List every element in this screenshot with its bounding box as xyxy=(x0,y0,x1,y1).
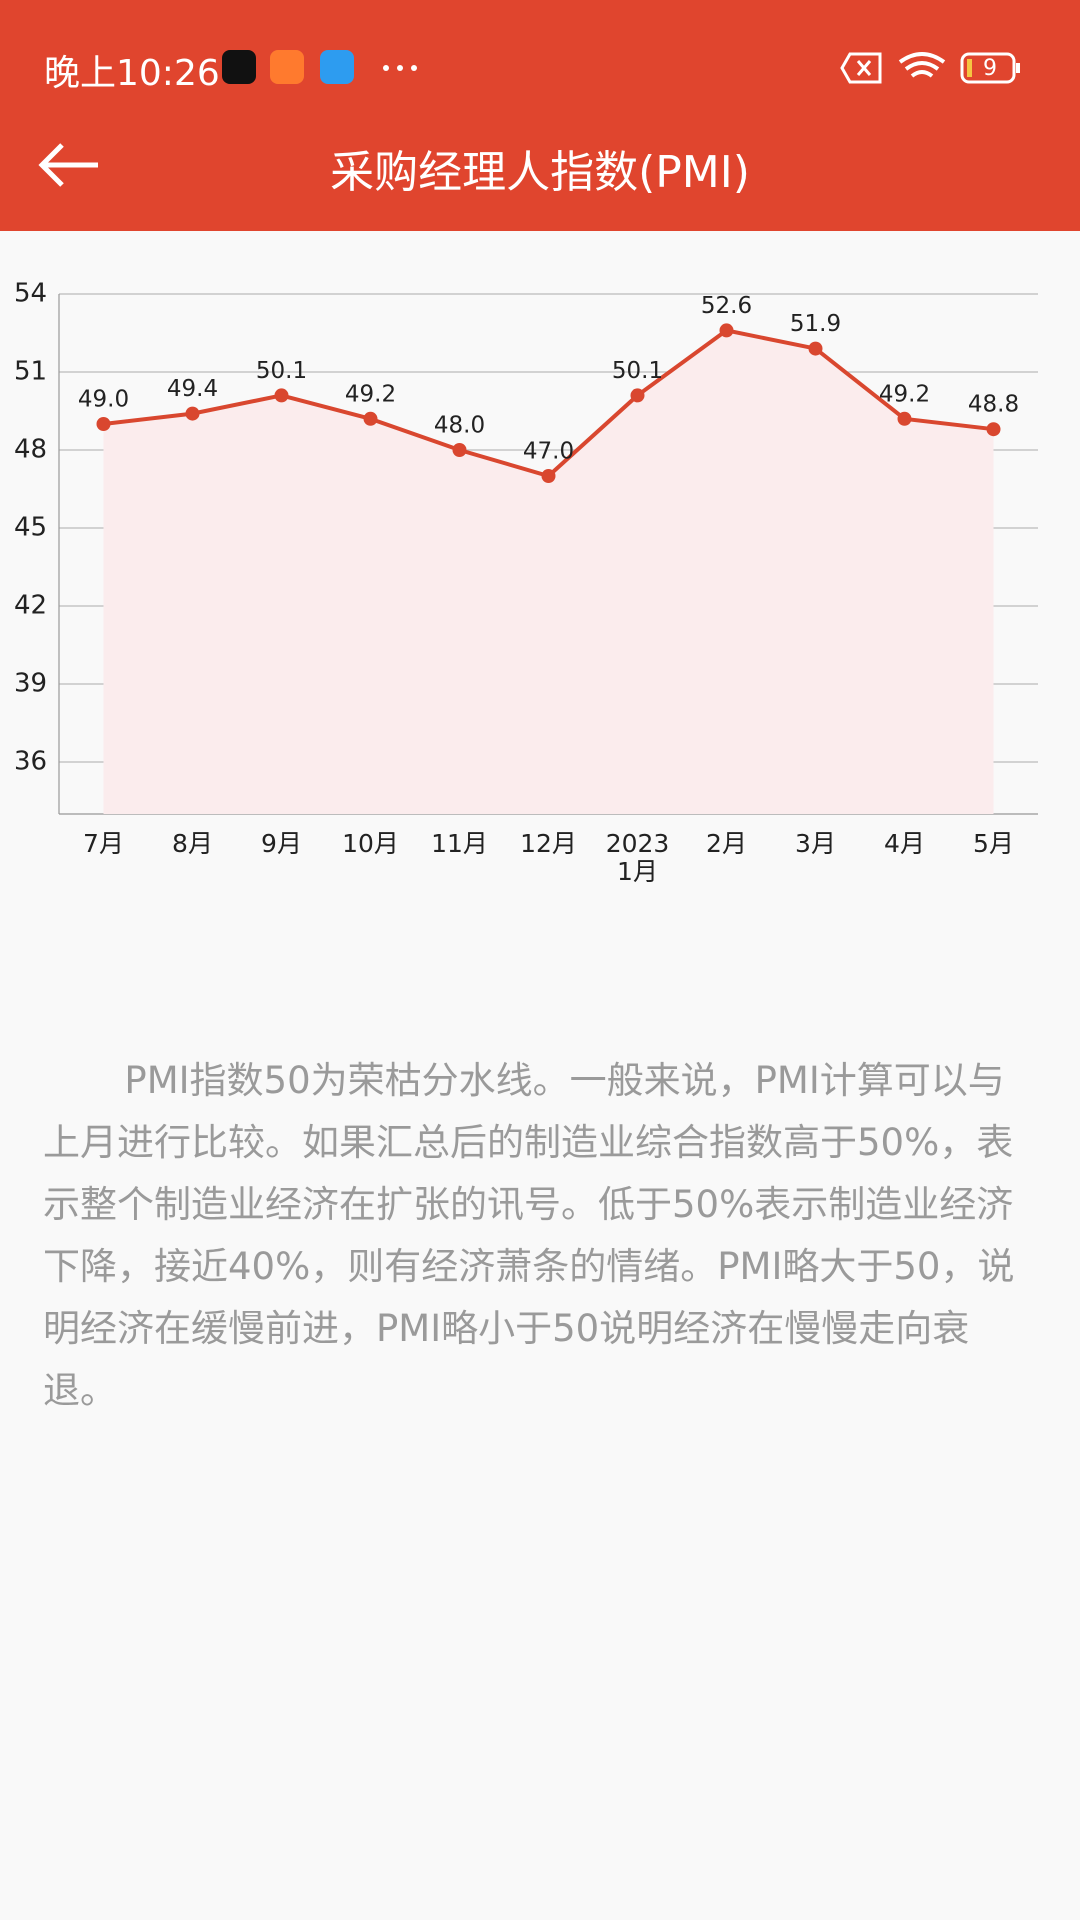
data-label: 48.8 xyxy=(968,392,1019,418)
page-title: 采购经理人指数(PMI) xyxy=(330,147,750,198)
data-label: 51.9 xyxy=(790,311,841,337)
data-label: 49.0 xyxy=(78,387,129,413)
system-icons: 9 xyxy=(840,52,1020,84)
x-tick-label: 2023 1月 xyxy=(605,829,670,886)
point xyxy=(274,388,289,403)
status-icons xyxy=(222,50,417,84)
area xyxy=(103,330,994,814)
x-tick-label: 3月 xyxy=(795,829,836,858)
data-label: 49.4 xyxy=(167,376,218,402)
x-tick-label: 9月 xyxy=(261,829,302,858)
chart: 36 39 42 45 48 51 54 49.0 49.4 50.1 49.2 48.0 47.0 50… xyxy=(14,279,1038,815)
x-tick-label: 4月 xyxy=(884,829,925,858)
battery-level: 9 xyxy=(983,56,997,81)
status-time: 晚上10:26 xyxy=(44,53,220,94)
data-label: 50.1 xyxy=(256,358,307,384)
point xyxy=(897,411,912,426)
point xyxy=(541,469,556,483)
x-tick-label: 8月 xyxy=(172,829,213,858)
point xyxy=(96,417,111,431)
x-tick-label: 11月 xyxy=(431,829,488,858)
y-tick-label: 42 xyxy=(14,591,47,621)
y-tick-label: 39 xyxy=(14,669,47,699)
x-tick-label: 10月 xyxy=(342,829,399,858)
point xyxy=(185,406,200,421)
x-tick-label: 7月 xyxy=(83,829,124,858)
data-label: 49.2 xyxy=(345,381,396,407)
y-tick-label: 51 xyxy=(14,357,47,387)
y-tick-label: 36 xyxy=(14,747,47,777)
y-tick-label: 48 xyxy=(14,435,47,465)
point xyxy=(630,388,645,403)
back-button[interactable] xyxy=(36,140,106,190)
data-label: 52.6 xyxy=(701,293,752,319)
point xyxy=(986,422,1001,437)
description: PMI指数50为荣枯分水线。一般来说，PMI计算可以与上月进行比较。如果汇总后的… xyxy=(43,1059,1015,1412)
y-tick-label: 45 xyxy=(14,513,47,543)
point xyxy=(452,443,467,457)
app-bar: 晚上10:26 9 采购经理人指数(PMI) xyxy=(0,0,1080,231)
x-tick-label: 5月 xyxy=(973,829,1014,858)
data-label: 47.0 xyxy=(523,439,574,465)
data-label: 48.0 xyxy=(434,413,485,439)
data-label: 50.1 xyxy=(612,358,663,384)
x-tick-label: 2月 xyxy=(706,829,747,858)
y-tick-label: 54 xyxy=(14,279,47,309)
x-tick-label: 12月 xyxy=(520,829,577,858)
point xyxy=(808,341,823,356)
point xyxy=(719,323,734,338)
data-label: 49.2 xyxy=(879,381,930,407)
point xyxy=(363,411,378,426)
